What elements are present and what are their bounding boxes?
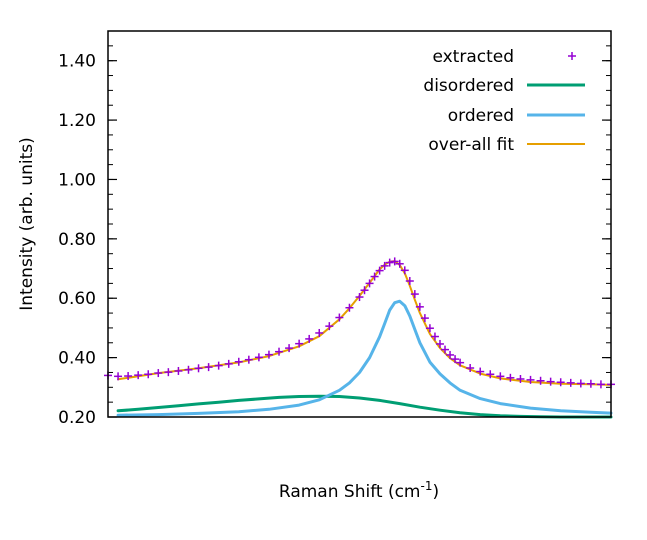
data-point-extracted	[375, 266, 384, 275]
data-point-extracted	[370, 272, 379, 281]
data-point-extracted	[335, 313, 344, 322]
data-point-extracted	[184, 365, 193, 374]
data-point-extracted	[456, 358, 465, 367]
data-point-extracted	[365, 279, 374, 288]
data-point-extracted	[395, 259, 404, 268]
data-point-extracted	[355, 293, 364, 302]
data-point-extracted	[275, 347, 284, 356]
data-point-extracted	[295, 339, 304, 348]
data-point-extracted	[566, 378, 575, 387]
y-tick-labels: 0.20 0.40 0.60 0.80 1.00 1.20 1.40	[58, 52, 96, 428]
data-point-extracted	[425, 324, 434, 333]
x-axis-title-superscript: -1	[421, 479, 433, 493]
series-line-ordered	[116, 299, 613, 417]
data-point-extracted	[596, 380, 605, 389]
y-tick-label: 1.20	[58, 111, 96, 131]
x-axis-title-tail: )	[432, 482, 439, 502]
x-axis-title-main: Raman Shift (cm	[279, 482, 421, 502]
data-point-extracted	[360, 286, 369, 295]
data-point-extracted	[576, 379, 585, 388]
y-tick-label: 1.00	[58, 170, 96, 190]
data-point-extracted	[526, 375, 535, 384]
legend-label-ordered: ordered	[448, 106, 514, 126]
y-tick-label: 0.80	[58, 230, 96, 250]
data-point-extracted	[441, 345, 450, 354]
data-point-extracted	[124, 372, 133, 381]
data-point-extracted	[224, 359, 233, 368]
data-point-extracted	[285, 344, 294, 353]
x-axis-title: Raman Shift (cm-1)	[279, 479, 439, 502]
data-point-extracted	[415, 302, 424, 311]
data-point-extracted	[420, 314, 429, 323]
y-tick-label: 0.60	[58, 289, 96, 309]
legend: extracted disordered ordered over-all fi…	[423, 47, 585, 155]
data-point-extracted	[234, 357, 243, 366]
data-point-extracted	[194, 364, 203, 373]
data-point-extracted	[214, 361, 223, 370]
y-tick-label: 0.40	[58, 349, 96, 369]
axis-ticks	[108, 30, 611, 418]
data-point-extracted	[451, 355, 460, 364]
data-point-extracted	[506, 373, 515, 382]
data-point-extracted	[264, 350, 273, 359]
data-point-extracted	[410, 290, 419, 299]
data-point-extracted	[174, 366, 183, 375]
data-point-extracted	[430, 332, 439, 341]
data-point-extracted	[134, 371, 143, 380]
y-tick-label: 0.20	[58, 408, 96, 428]
data-point-extracted	[380, 261, 389, 270]
data-point-extracted	[586, 379, 595, 388]
data-point-extracted	[164, 368, 173, 377]
data-point-extracted	[204, 363, 213, 372]
data-point-extracted	[325, 322, 334, 331]
data-point-extracted	[536, 376, 545, 385]
data-point-extracted	[114, 372, 123, 381]
data-point-extracted	[305, 334, 314, 343]
legend-label-disordered: disordered	[423, 76, 514, 96]
legend-label-extracted: extracted	[432, 47, 514, 67]
y-axis-title: Intensity (arb. units)	[17, 137, 37, 310]
data-point-extracted	[435, 339, 444, 348]
data-point-extracted	[390, 257, 399, 266]
legend-marker-extracted	[568, 52, 576, 60]
data-point-extracted	[400, 266, 409, 275]
data-point-extracted	[315, 328, 324, 337]
legend-label-over-all-fit: over-all fit	[428, 135, 514, 155]
plot-frame	[107, 30, 612, 418]
data-point-extracted	[144, 370, 153, 379]
data-point-extracted	[516, 374, 525, 383]
data-point-extracted	[405, 277, 414, 286]
data-point-extracted	[385, 258, 394, 267]
data-point-extracted	[556, 378, 565, 387]
data-point-extracted	[466, 364, 475, 373]
data-point-extracted	[476, 367, 485, 376]
data-point-extracted	[154, 369, 163, 378]
data-point-extracted	[486, 370, 495, 379]
data-point-extracted	[496, 372, 505, 381]
y-tick-label: 1.40	[58, 52, 96, 72]
data-point-extracted	[546, 377, 555, 386]
data-point-extracted	[446, 350, 455, 359]
data-point-extracted	[345, 303, 354, 312]
data-point-extracted	[244, 355, 253, 364]
data-point-extracted	[254, 353, 263, 362]
